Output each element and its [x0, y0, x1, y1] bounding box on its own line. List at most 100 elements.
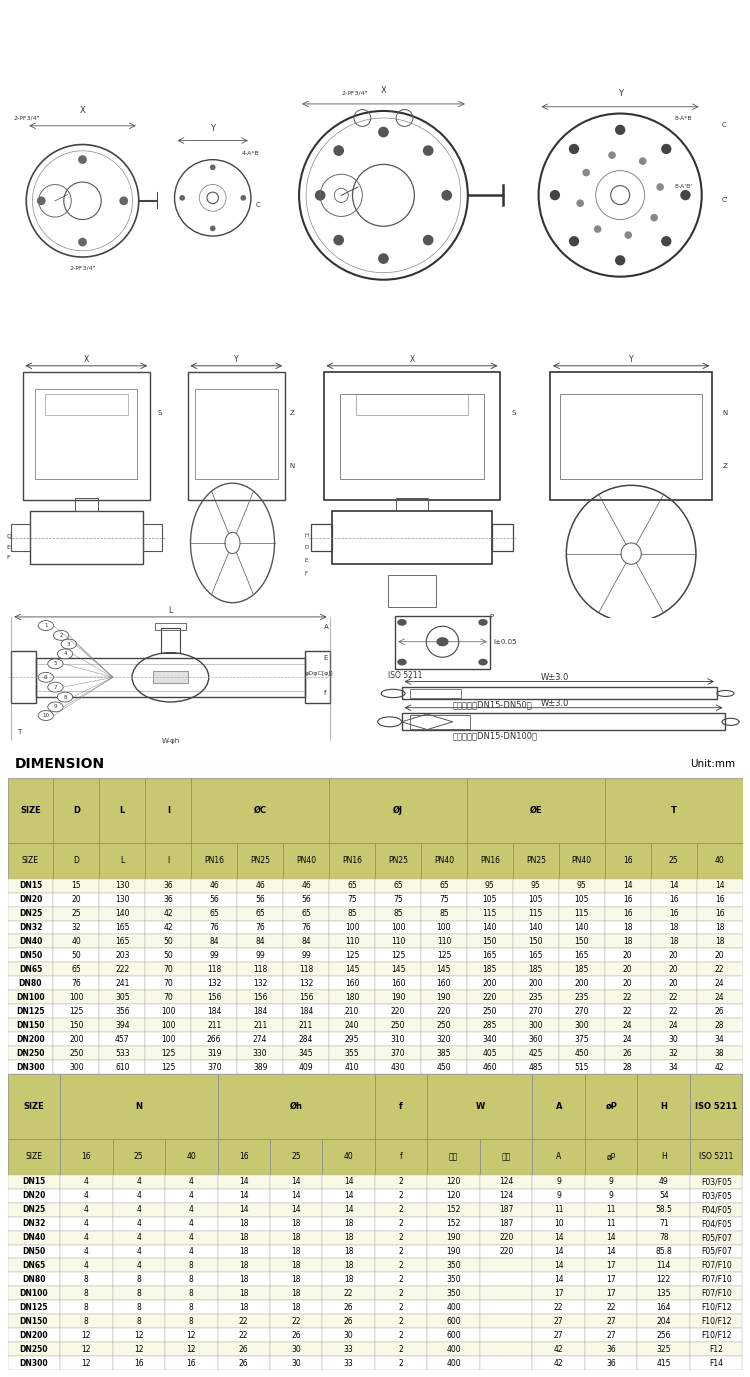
- Text: 18: 18: [669, 923, 678, 932]
- Text: PN25: PN25: [388, 856, 408, 865]
- Text: E: E: [6, 545, 10, 549]
- Polygon shape: [146, 921, 191, 935]
- Polygon shape: [8, 879, 53, 892]
- Text: 32: 32: [669, 1049, 679, 1058]
- Polygon shape: [191, 892, 237, 906]
- Polygon shape: [191, 1033, 237, 1047]
- Text: 4: 4: [136, 1191, 141, 1201]
- Text: 14: 14: [239, 1191, 248, 1201]
- Bar: [304, 651, 329, 704]
- Text: 18: 18: [344, 1248, 353, 1256]
- Text: 266: 266: [207, 1034, 221, 1044]
- Circle shape: [650, 213, 658, 222]
- Polygon shape: [421, 843, 466, 879]
- Polygon shape: [165, 1202, 218, 1217]
- Polygon shape: [112, 1286, 165, 1300]
- Text: 12: 12: [82, 1330, 91, 1340]
- Text: 7: 7: [54, 684, 57, 690]
- Circle shape: [662, 235, 671, 246]
- Polygon shape: [604, 976, 650, 990]
- Text: 99: 99: [302, 952, 311, 960]
- Polygon shape: [284, 949, 329, 963]
- Polygon shape: [60, 1202, 112, 1217]
- Polygon shape: [8, 1343, 60, 1356]
- Text: 14: 14: [554, 1232, 563, 1242]
- Text: 38: 38: [715, 1049, 724, 1058]
- Text: 8: 8: [136, 1275, 141, 1283]
- Polygon shape: [638, 1231, 690, 1245]
- Polygon shape: [191, 949, 237, 963]
- Text: 22: 22: [607, 1303, 616, 1312]
- Text: A: A: [556, 1153, 561, 1161]
- Polygon shape: [53, 843, 99, 879]
- Polygon shape: [99, 935, 146, 949]
- Polygon shape: [638, 1329, 690, 1343]
- Polygon shape: [604, 1018, 650, 1033]
- Text: 24: 24: [622, 1020, 632, 1030]
- Text: X: X: [410, 354, 415, 364]
- Polygon shape: [329, 1018, 375, 1033]
- Text: DN100: DN100: [16, 993, 45, 1002]
- Bar: [410, 715, 470, 728]
- Text: 26: 26: [622, 1049, 632, 1058]
- Text: 360: 360: [529, 1034, 543, 1044]
- Text: 320: 320: [436, 1034, 451, 1044]
- Polygon shape: [146, 778, 191, 843]
- Text: 4: 4: [84, 1191, 88, 1201]
- Text: 50: 50: [164, 936, 173, 946]
- Polygon shape: [513, 843, 559, 879]
- Polygon shape: [8, 1033, 53, 1047]
- Bar: [356, 394, 468, 414]
- Polygon shape: [329, 1033, 375, 1047]
- Polygon shape: [375, 1272, 427, 1286]
- Text: 485: 485: [529, 1063, 543, 1071]
- Text: 34: 34: [669, 1063, 679, 1071]
- Polygon shape: [217, 1356, 270, 1370]
- Polygon shape: [375, 935, 421, 949]
- Text: 11: 11: [607, 1219, 616, 1228]
- Polygon shape: [112, 1217, 165, 1231]
- Polygon shape: [53, 906, 99, 921]
- Text: 8: 8: [84, 1289, 88, 1299]
- Circle shape: [38, 711, 53, 720]
- Polygon shape: [146, 1004, 191, 1018]
- Text: 85: 85: [439, 909, 448, 918]
- Circle shape: [625, 231, 632, 238]
- Polygon shape: [8, 1356, 60, 1370]
- Polygon shape: [585, 1074, 638, 1139]
- Polygon shape: [270, 1231, 322, 1245]
- Polygon shape: [427, 1188, 480, 1202]
- Polygon shape: [8, 935, 53, 949]
- Text: 22: 22: [554, 1303, 563, 1312]
- Circle shape: [210, 226, 215, 231]
- Polygon shape: [427, 1217, 480, 1231]
- Polygon shape: [329, 778, 466, 843]
- Polygon shape: [513, 921, 559, 935]
- Polygon shape: [604, 1060, 650, 1074]
- Polygon shape: [466, 963, 513, 976]
- Polygon shape: [638, 1356, 690, 1370]
- Text: 20: 20: [622, 952, 632, 960]
- Text: 533: 533: [115, 1049, 130, 1058]
- Text: 22: 22: [292, 1316, 301, 1326]
- Polygon shape: [585, 1217, 638, 1231]
- Polygon shape: [329, 963, 375, 976]
- Text: DN200: DN200: [16, 1034, 45, 1044]
- Text: DN25: DN25: [19, 909, 42, 918]
- Text: 515: 515: [574, 1063, 589, 1071]
- Text: 211: 211: [299, 1020, 314, 1030]
- Polygon shape: [329, 879, 375, 892]
- Text: 普通: 普通: [449, 1153, 458, 1161]
- Text: 4: 4: [136, 1248, 141, 1256]
- Polygon shape: [322, 1188, 375, 1202]
- Text: 150: 150: [574, 936, 589, 946]
- Text: 27: 27: [554, 1330, 563, 1340]
- Polygon shape: [8, 1300, 60, 1314]
- Circle shape: [333, 234, 344, 245]
- Polygon shape: [585, 1272, 638, 1286]
- Text: 152: 152: [446, 1219, 461, 1228]
- Text: 50: 50: [71, 952, 81, 960]
- Polygon shape: [690, 1343, 742, 1356]
- Polygon shape: [146, 1033, 191, 1047]
- Text: PN16: PN16: [480, 856, 500, 865]
